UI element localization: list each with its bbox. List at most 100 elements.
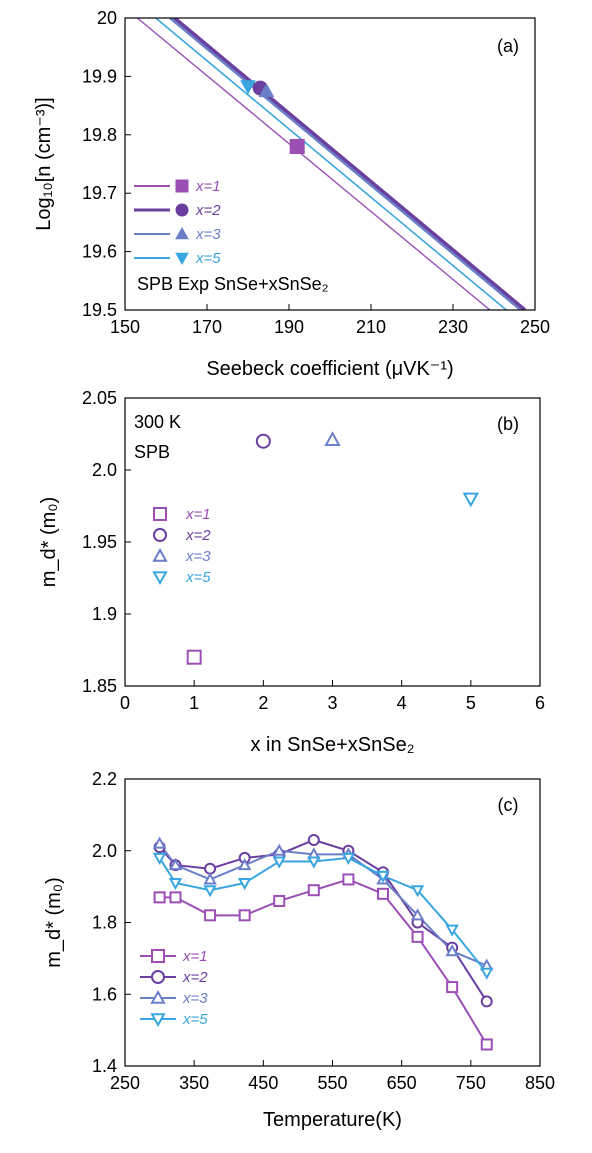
x-tick-label: 550 [317, 1073, 347, 1093]
data-point-x5 [341, 852, 356, 865]
y-tick-label: 1.4 [92, 1056, 117, 1076]
series-line-x2 [172, 18, 527, 310]
data-point-x1 [289, 138, 305, 154]
x-tick-label: 6 [535, 693, 545, 713]
series-line-x1 [136, 18, 491, 310]
legend-marker-x5 [175, 252, 189, 266]
panel-label: (b) [497, 414, 519, 434]
legend-marker-x3 [152, 547, 168, 562]
data-point-x3 [152, 836, 167, 849]
legend-label-x5: x=5 [182, 1011, 208, 1028]
data-point-x5 [376, 870, 390, 883]
x-tick-label: 4 [397, 693, 407, 713]
data-point-x5 [307, 856, 321, 869]
data-point-x3 [410, 908, 425, 921]
panel-label: (c) [498, 795, 519, 815]
x-tick-label: 5 [466, 693, 476, 713]
data-point-x2 [307, 833, 320, 846]
y-tick-label: 1.8 [92, 913, 117, 933]
y-tick-label: 19.8 [82, 125, 117, 145]
x-tick-label: 230 [438, 317, 468, 337]
legend-label-x1: x=1 [185, 506, 211, 523]
x-tick-label: 150 [110, 317, 140, 337]
y-tick-label: 2.0 [92, 841, 117, 861]
data-point-x5 [272, 856, 286, 869]
legend-label-x3: x=3 [182, 990, 208, 1007]
series-line-x5 [155, 18, 507, 310]
data-point-x5 [168, 878, 183, 891]
data-point-x1 [153, 891, 166, 904]
data-point-x5 [152, 852, 167, 865]
legend-marker-x5 [152, 571, 168, 586]
annotation-model: SPB [134, 442, 170, 462]
data-point-x3 [324, 431, 341, 446]
data-point-x1 [273, 894, 286, 907]
data-point-x5 [240, 80, 256, 95]
x-tick-label: 250 [110, 1073, 140, 1093]
y-tick-label: 19.5 [82, 300, 117, 320]
annotation-temperature: 300 K [134, 412, 181, 432]
y-tick-label: 19.6 [82, 242, 117, 262]
data-point-x2 [204, 862, 217, 875]
x-tick-label: 190 [274, 317, 304, 337]
x-axis-label: Seebeck coefficient (μVK⁻¹) [206, 358, 453, 380]
x-tick-label: 1 [189, 693, 199, 713]
legend-marker-x3 [150, 989, 166, 1004]
x-tick-label: 650 [387, 1073, 417, 1093]
x-axis-label: x in SnSe+xSnSe₂ [251, 734, 415, 756]
legend-label-x1: x=1 [182, 948, 208, 965]
y-tick-label: 2.0 [92, 460, 117, 480]
panel-label: (a) [497, 36, 519, 56]
data-point-x3 [168, 858, 183, 871]
data-point-x1 [307, 884, 320, 897]
data-point-x5 [237, 878, 252, 891]
legend-marker-x2 [153, 528, 167, 542]
data-point-x3 [445, 944, 459, 957]
y-axis-label: m_d* (m₀) [43, 877, 65, 968]
plot-frame [124, 17, 536, 311]
annotation: SPB Exp SnSe+xSnSe₂ [137, 274, 329, 294]
data-point-x2 [480, 995, 493, 1008]
data-point-x5 [462, 492, 480, 508]
y-tick-label: 1.6 [92, 984, 117, 1004]
x-tick-label: 350 [179, 1073, 209, 1093]
chart-panel-a: 150 170 190 210 230 250 19.5 19.6 19.7 19.8 19.9 20… [33, 8, 550, 380]
x-tick-label: 850 [525, 1073, 555, 1093]
x-tick-label: 450 [248, 1073, 278, 1093]
x-tick-label: 2 [258, 693, 268, 713]
y-tick-label: 20 [97, 8, 117, 28]
legend-marker-x2 [175, 203, 189, 217]
series-line-x3 [158, 842, 488, 967]
data-point-x3 [258, 82, 275, 98]
legend-label-x1: x=1 [195, 178, 221, 195]
legend-marker-x5 [150, 1013, 166, 1028]
x-tick-label: 250 [520, 317, 550, 337]
data-point-x3 [237, 858, 252, 871]
legend-label-x3: x=3 [185, 548, 211, 565]
data-point-x5 [445, 924, 459, 937]
y-tick-label: 2.2 [92, 769, 117, 789]
data-point-x1 [169, 891, 182, 904]
data-point-x1 [238, 909, 251, 922]
x-tick-label: 210 [356, 317, 386, 337]
data-point-x1 [376, 887, 389, 900]
y-axis-label: m_d* (m₀) [38, 497, 60, 588]
legend-label-x5: x=5 [185, 569, 211, 586]
data-point-x3 [272, 843, 286, 856]
y-tick-label: 1.95 [82, 532, 117, 552]
series-line-x1 [159, 878, 488, 1045]
legend-label-x3: x=3 [195, 226, 221, 243]
data-point-x5 [203, 885, 217, 898]
y-tick-label: 2.05 [82, 388, 117, 408]
y-axis-label: Log₁₀[n (cm⁻³)] [33, 97, 55, 230]
legend-label-x2: x=2 [185, 527, 211, 544]
y-tick-label: 1.9 [92, 604, 117, 624]
data-point-x3 [203, 872, 217, 885]
data-point-x5 [480, 967, 494, 980]
data-point-x1 [480, 1038, 493, 1051]
y-tick-label: 19.7 [82, 183, 117, 203]
y-tick-label: 19.9 [82, 66, 117, 86]
data-point-x1 [186, 649, 202, 665]
legend-label-x2: x=2 [182, 969, 208, 986]
data-point-x1 [411, 930, 424, 943]
